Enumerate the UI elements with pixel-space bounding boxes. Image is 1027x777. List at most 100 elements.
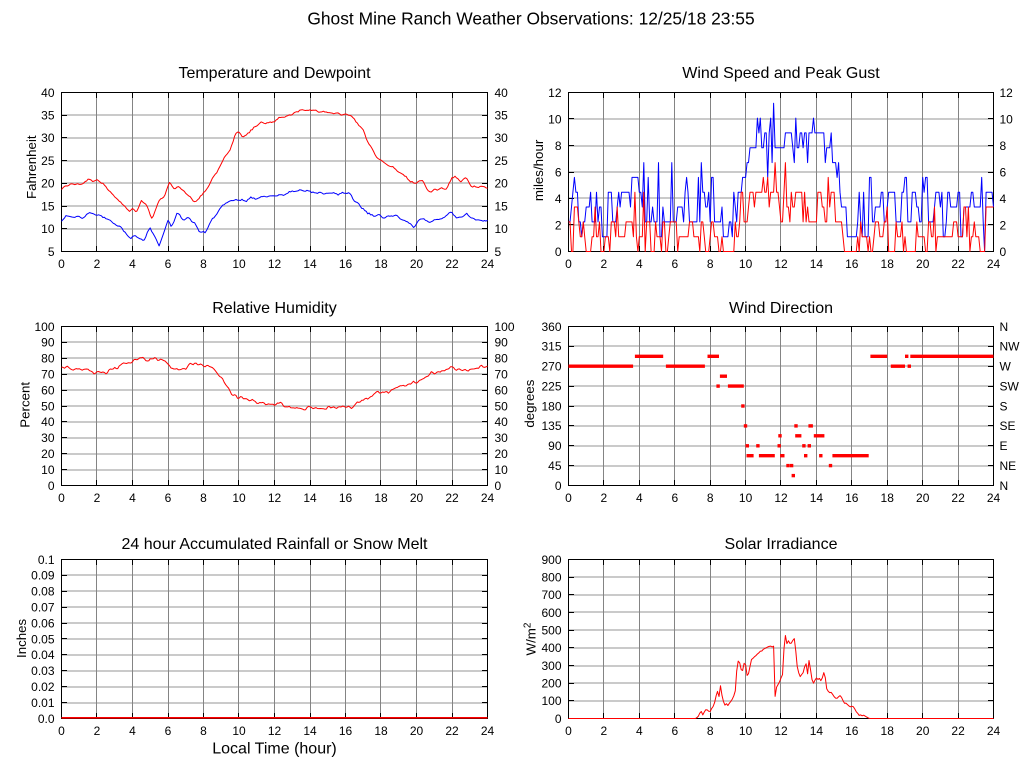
svg-text:24: 24 — [481, 491, 495, 505]
svg-text:W: W — [1000, 360, 1012, 374]
svg-text:Wind Speed and Peak Gust: Wind Speed and Peak Gust — [682, 65, 880, 82]
svg-text:20: 20 — [410, 491, 424, 505]
svg-text:degrees: degrees — [522, 379, 537, 427]
svg-text:SE: SE — [1000, 419, 1016, 433]
svg-text:18: 18 — [374, 491, 388, 505]
svg-text:16: 16 — [845, 724, 859, 738]
svg-text:0.1: 0.1 — [38, 553, 55, 567]
svg-text:22: 22 — [445, 724, 459, 738]
svg-text:10: 10 — [232, 491, 246, 505]
svg-text:0.04: 0.04 — [31, 648, 55, 662]
svg-text:35: 35 — [41, 109, 55, 123]
svg-text:6: 6 — [555, 165, 562, 179]
svg-text:50: 50 — [495, 399, 509, 413]
svg-text:12: 12 — [268, 257, 282, 271]
svg-text:0: 0 — [58, 491, 65, 505]
svg-text:Ghost Mine Ranch Weather Obser: Ghost Mine Ranch Weather Observations: 1… — [307, 9, 754, 29]
svg-text:0.05: 0.05 — [31, 632, 55, 646]
svg-text:16: 16 — [339, 724, 353, 738]
svg-text:5: 5 — [495, 245, 502, 259]
svg-text:400: 400 — [541, 641, 561, 655]
svg-text:18: 18 — [881, 724, 895, 738]
svg-text:225: 225 — [541, 379, 561, 393]
svg-text:300: 300 — [541, 659, 561, 673]
svg-text:18: 18 — [881, 491, 895, 505]
svg-text:8: 8 — [707, 257, 714, 271]
svg-text:Fahrenheit: Fahrenheit — [24, 135, 39, 199]
svg-text:0.07: 0.07 — [31, 601, 55, 615]
svg-text:40: 40 — [41, 86, 55, 100]
svg-text:900: 900 — [541, 553, 561, 567]
svg-text:SW: SW — [1000, 379, 1020, 393]
svg-text:8: 8 — [200, 724, 207, 738]
svg-text:6: 6 — [671, 491, 678, 505]
svg-text:Solar Irradiance: Solar Irradiance — [725, 536, 838, 553]
svg-text:40: 40 — [495, 86, 509, 100]
svg-text:100: 100 — [34, 320, 54, 334]
svg-text:25: 25 — [41, 154, 55, 168]
svg-text:0: 0 — [555, 245, 562, 259]
svg-text:20: 20 — [495, 177, 509, 191]
svg-text:14: 14 — [303, 724, 317, 738]
svg-text:10: 10 — [1000, 112, 1014, 126]
svg-text:4: 4 — [1000, 192, 1007, 206]
svg-text:22: 22 — [445, 257, 459, 271]
svg-text:10: 10 — [739, 724, 753, 738]
svg-text:45: 45 — [548, 459, 562, 473]
svg-text:2: 2 — [94, 724, 101, 738]
svg-text:4: 4 — [636, 724, 643, 738]
svg-text:8: 8 — [200, 491, 207, 505]
svg-text:135: 135 — [541, 419, 561, 433]
svg-text:70: 70 — [41, 368, 55, 382]
svg-text:12: 12 — [268, 724, 282, 738]
svg-text:12: 12 — [774, 491, 788, 505]
svg-text:16: 16 — [845, 257, 859, 271]
svg-text:S: S — [1000, 399, 1008, 413]
svg-text:25: 25 — [495, 154, 509, 168]
svg-text:22: 22 — [445, 491, 459, 505]
svg-text:12: 12 — [774, 724, 788, 738]
svg-text:0: 0 — [565, 491, 572, 505]
svg-text:16: 16 — [339, 491, 353, 505]
svg-text:0.06: 0.06 — [31, 616, 55, 630]
svg-text:0: 0 — [555, 479, 562, 493]
svg-text:N: N — [1000, 320, 1009, 334]
svg-text:10: 10 — [232, 257, 246, 271]
svg-text:N: N — [1000, 479, 1009, 493]
svg-text:Local Time (hour): Local Time (hour) — [212, 741, 337, 758]
svg-text:2: 2 — [601, 257, 608, 271]
svg-text:Inches: Inches — [14, 618, 29, 658]
svg-text:4: 4 — [129, 257, 136, 271]
svg-text:30: 30 — [495, 431, 509, 445]
svg-text:10: 10 — [495, 463, 509, 477]
svg-text:14: 14 — [810, 257, 824, 271]
svg-text:W/m2: W/m2 — [522, 622, 538, 655]
svg-text:10: 10 — [739, 257, 753, 271]
svg-text:15: 15 — [495, 199, 509, 213]
svg-text:6: 6 — [165, 724, 172, 738]
svg-text:0: 0 — [1000, 245, 1007, 259]
svg-text:14: 14 — [303, 257, 317, 271]
svg-text:24: 24 — [987, 724, 1001, 738]
svg-text:100: 100 — [541, 694, 561, 708]
svg-text:80: 80 — [495, 352, 509, 366]
svg-text:Percent: Percent — [18, 382, 33, 428]
svg-text:6: 6 — [671, 724, 678, 738]
svg-text:600: 600 — [541, 606, 561, 620]
svg-text:Temperature and Dewpoint: Temperature and Dewpoint — [178, 65, 371, 82]
svg-text:20: 20 — [916, 257, 930, 271]
svg-text:2: 2 — [555, 218, 562, 232]
svg-text:0: 0 — [495, 479, 502, 493]
svg-text:60: 60 — [495, 383, 509, 397]
svg-text:4: 4 — [129, 491, 136, 505]
svg-text:14: 14 — [810, 724, 824, 738]
svg-text:20: 20 — [495, 447, 509, 461]
svg-text:70: 70 — [495, 368, 509, 382]
svg-text:360: 360 — [541, 320, 561, 334]
svg-text:315: 315 — [541, 340, 561, 354]
svg-text:100: 100 — [495, 320, 515, 334]
svg-text:30: 30 — [495, 131, 509, 145]
svg-text:12: 12 — [774, 257, 788, 271]
svg-text:8: 8 — [555, 139, 562, 153]
svg-text:0: 0 — [58, 257, 65, 271]
